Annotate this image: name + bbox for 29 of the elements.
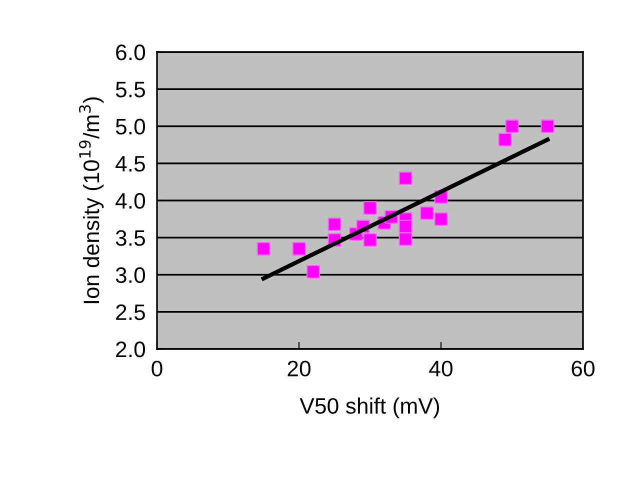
x-tick-label: 40 xyxy=(429,360,452,376)
y-tick-label: 2.0 xyxy=(116,342,146,358)
y-tick-label: 4.5 xyxy=(116,156,145,172)
point xyxy=(420,206,434,220)
point xyxy=(363,201,377,215)
x-tick-label: 60 xyxy=(572,360,594,376)
y-tick-label: 5.5 xyxy=(116,82,145,98)
x-tick-label: 0 xyxy=(152,360,162,376)
point xyxy=(306,265,320,279)
x-axis-title: V50 shift (mV) xyxy=(300,397,440,418)
point xyxy=(498,132,512,146)
point xyxy=(328,217,342,232)
point xyxy=(398,220,412,234)
point xyxy=(256,242,270,256)
y-tick-label: 6.0 xyxy=(116,44,146,60)
point xyxy=(398,171,412,185)
y-tick-label: 4.0 xyxy=(116,193,146,209)
y-tick-label: 3.0 xyxy=(116,267,146,284)
point xyxy=(398,232,412,246)
y-tick-label: 3.5 xyxy=(116,230,145,246)
point xyxy=(292,242,306,256)
point xyxy=(363,233,377,247)
point xyxy=(540,119,554,134)
point xyxy=(434,212,448,226)
y-tick-label: 2.5 xyxy=(116,304,145,320)
y-axis-title: Ion density (10$^{19}$/m$^{3}$) xyxy=(79,97,104,304)
point xyxy=(505,119,519,134)
y-tick-label: 5.0 xyxy=(116,118,146,135)
x-tick-label: 20 xyxy=(288,360,310,376)
